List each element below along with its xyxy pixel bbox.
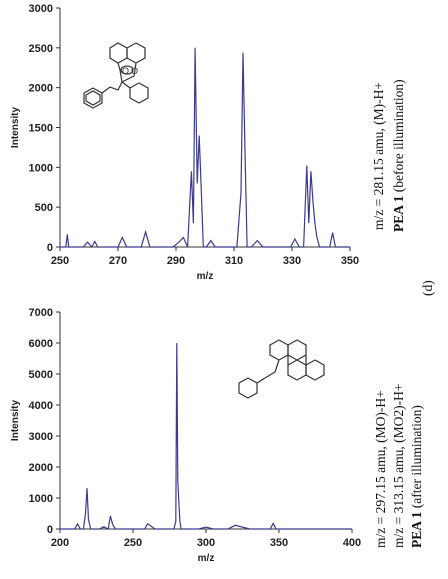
bottom-y-tick-label: 0	[47, 524, 53, 536]
bottom-x-tick-label: 200	[51, 537, 69, 549]
top-x-tick-label: 290	[167, 255, 185, 267]
caption-top: m/z = 281.15 amu, (M)-H+	[371, 82, 386, 230]
svg-text:PEA 1 (after illumination): PEA 1 (after illumination)	[409, 405, 424, 548]
caption-top-line1: m/z = 281.15 amu, (M)-H+	[371, 82, 386, 230]
chart-bottom: 0 1000 2000 3000 4000 5000 6000 7000 200 250 300 35…	[10, 307, 361, 564]
bottom-x-tick-label: 350	[270, 537, 288, 549]
top-x-tick-label: 330	[283, 255, 301, 267]
caption-bottom-line1: m/z = 297.15 amu, (MO)-H+	[373, 390, 388, 548]
caption-bottom-2: m/z = 313.15 amu, (MO2)-H+	[391, 384, 406, 548]
molecule-structure-top: O O	[83, 42, 149, 109]
bottom-y-tick-label: 6000	[29, 338, 53, 350]
svg-text:O: O	[131, 66, 138, 76]
top-y-tick-label: 3000	[29, 3, 53, 15]
bottom-y-tick-label: 7000	[29, 307, 53, 319]
bottom-x-tick-label: 400	[343, 537, 361, 549]
bottom-x-tick-label: 300	[197, 537, 215, 549]
top-y-axis-label: Intensity	[10, 107, 21, 149]
panel-label: (d)	[420, 280, 435, 296]
bottom-y-axis-label: Intensity	[10, 400, 21, 442]
svg-text:O: O	[122, 66, 129, 76]
top-y-tick-label: 2500	[29, 43, 53, 55]
svg-text:PEA 1 (before illumination): PEA 1 (before illumination)	[391, 79, 406, 232]
caption-bottom-3: PEA 1 (after illumination)	[409, 405, 424, 548]
bottom-spectrum-line	[60, 342, 352, 530]
caption-top-condition: (before illumination)	[391, 79, 406, 195]
bottom-y-tick-label: 4000	[29, 400, 53, 412]
top-y-tick-label: 1000	[29, 162, 53, 174]
top-x-axis-label: m/z	[197, 271, 214, 282]
caption-bottom-line2: m/z = 313.15 amu, (MO2)-H+	[391, 384, 406, 548]
caption-bottom-compound: PEA 1	[409, 511, 424, 548]
top-x-tick-label: 250	[51, 255, 69, 267]
top-x-tick-label: 350	[341, 255, 359, 267]
caption-bottom-condition: (after illumination)	[409, 405, 424, 511]
caption-top-2: PEA 1 (before illumination)	[391, 79, 406, 232]
caption-bottom-1: m/z = 297.15 amu, (MO)-H+	[373, 390, 388, 548]
top-y-tick-label: 0	[47, 242, 53, 254]
top-spectrum-line	[60, 47, 350, 249]
chart-top: 0 500 1000 1500 2000 2500 3000 250 270 290 310 330 3…	[10, 3, 359, 282]
top-y-tick-label: 2000	[29, 83, 53, 95]
bottom-x-axis-label: m/z	[198, 553, 215, 564]
bottom-y-tick-label: 2000	[29, 462, 53, 474]
bottom-x-tick-label: 250	[124, 537, 142, 549]
bottom-y-tick-label: 3000	[29, 431, 53, 443]
top-y-tick-label: 1500	[29, 123, 53, 135]
panel-label-text: (d)	[420, 280, 435, 296]
bottom-y-tick-label: 1000	[29, 493, 53, 505]
top-y-tick-label: 500	[35, 202, 53, 214]
top-x-tick-label: 310	[225, 255, 243, 267]
caption-top-compound: PEA 1	[391, 195, 406, 232]
molecule-structure-bottom	[238, 339, 325, 399]
bottom-y-tick-label: 5000	[29, 369, 53, 381]
top-x-tick-label: 270	[109, 255, 127, 267]
